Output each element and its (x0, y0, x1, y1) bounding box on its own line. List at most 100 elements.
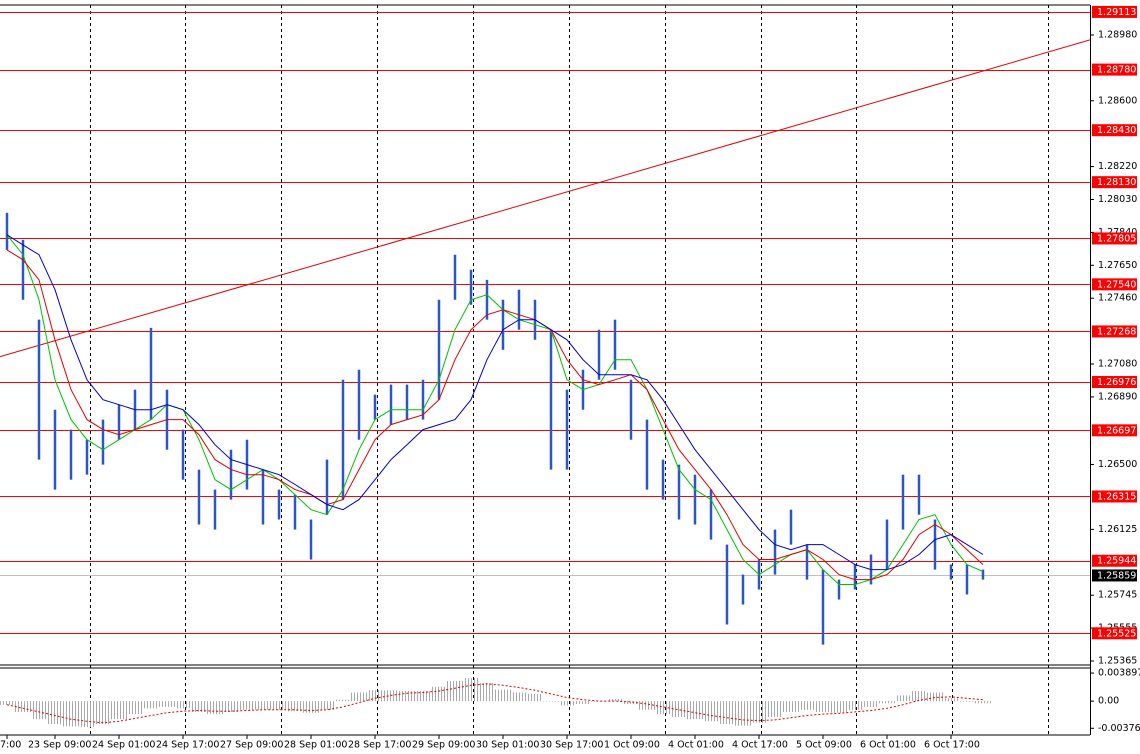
level-label-box (1092, 627, 1137, 640)
level-label: 1.26697 (1097, 425, 1136, 436)
oscillator-bar (47, 701, 63, 725)
level-label: 1.28430 (1097, 125, 1136, 136)
x-tick-label: 30 Sep 01:00 (476, 740, 539, 751)
oscillator-bar (15, 701, 31, 712)
oscillator-bar (79, 701, 95, 728)
oscillator-bar (863, 701, 879, 707)
oscillator-bar (399, 691, 415, 702)
oscillator-bar (687, 701, 703, 720)
oscillator-bar (31, 701, 47, 720)
oscillator-bar (783, 701, 799, 712)
oscillator-bar (159, 701, 175, 707)
x-tick-label: 1 Oct 09:00 (604, 740, 660, 751)
oscillator-bar (735, 701, 751, 726)
level-label-box (1092, 325, 1137, 338)
oscillator-tick-label: 0.00 (1098, 696, 1119, 707)
level-label: 1.27805 (1097, 233, 1136, 244)
oscillator-bar (271, 701, 287, 710)
y-tick-label: 1.28220 (1098, 161, 1137, 172)
oscillator-bar (815, 701, 831, 712)
oscillator-bar (623, 701, 639, 705)
oscillator-bar (591, 701, 607, 702)
y-tick-label: 1.28030 (1098, 194, 1137, 205)
oscillator-bar (63, 701, 79, 727)
y-tick-label: 1.26890 (1098, 391, 1137, 402)
level-label-box (1092, 176, 1137, 189)
oscillator-bar (543, 701, 559, 702)
oscillator-bar (831, 701, 847, 713)
y-tick-label: 1.27460 (1098, 293, 1137, 304)
x-tick-label: 4 Oct 17:00 (732, 740, 788, 751)
x-tick-label: 28 Sep 17:00 (348, 740, 411, 751)
oscillator-bar (847, 701, 863, 710)
y-tick-label: 1.26500 (1098, 459, 1137, 470)
oscillator-bar (575, 701, 591, 705)
level-label: 1.27540 (1097, 279, 1136, 290)
oscillator-bar (751, 701, 767, 723)
oscillator-bar (367, 690, 383, 702)
oscillator-bar (671, 701, 687, 717)
x-tick-label: 28 Sep 01:00 (284, 740, 347, 751)
oscillator-bar (0, 701, 15, 705)
trendline (0, 39, 1090, 358)
frame (0, 4, 1091, 736)
level-label-box (1092, 278, 1137, 291)
y-tick-label: 1.27650 (1098, 260, 1137, 271)
level-label-box (1092, 424, 1137, 437)
y-tick-label: 1.27080 (1098, 359, 1137, 370)
oscillator-bar (335, 699, 351, 702)
level-label: 1.29113 (1097, 7, 1136, 18)
level-label: 1.25525 (1097, 628, 1136, 639)
y-tick-label: 1.28980 (1098, 29, 1137, 40)
oscillator-bar (895, 695, 911, 702)
y-tick-label: 1.25365 (1098, 656, 1137, 667)
oscillator-bar (879, 701, 895, 704)
moving-average (6, 234, 984, 571)
oscillator-bar (527, 693, 543, 702)
x-tick-label: 24 Sep 01:00 (92, 740, 155, 751)
level-label: 1.28130 (1097, 177, 1136, 188)
oscillator-bar (511, 692, 527, 702)
x-tick-label: 6 Oct 17:00 (924, 740, 980, 751)
oscillator-bar (319, 701, 335, 710)
oscillator-bar (559, 701, 575, 706)
x-tick-label: 29 Sep 09:00 (412, 740, 475, 751)
oscillator-tick-label: -0.003767 (1098, 723, 1140, 734)
level-label-box (1092, 490, 1137, 503)
x-tick-label: 5 Oct 09:00 (796, 740, 852, 751)
y-tick-label: 1.27840 (1098, 227, 1137, 238)
oscillator-bar (255, 701, 271, 710)
level-label-box (1092, 5, 1137, 18)
oscillator-bar (111, 701, 127, 720)
moving-average (6, 249, 984, 581)
axes: 1.28980 1.28600 1.28220 1.28030 1.27840 1.276… (0, 5, 1140, 751)
x-tick-label: 30 Sep 17:00 (540, 740, 603, 751)
level-label-box (1092, 124, 1137, 137)
y-tick-label: 1.25745 (1098, 590, 1137, 601)
oscillator-bar (927, 692, 943, 702)
level-label: 1.26976 (1097, 377, 1136, 388)
oscillator-bar (975, 701, 991, 704)
oscillator-bar (447, 680, 463, 702)
oscillator-bar (415, 691, 431, 702)
level-label: 1.28780 (1097, 65, 1136, 76)
x-tick-label: 23 Sep 09:00 (28, 740, 91, 751)
level-label-box (1092, 376, 1137, 389)
level-label-box (1092, 63, 1137, 76)
vertical-grid (90, 5, 1049, 735)
oscillator-bar (143, 701, 159, 709)
oscillator-bar (943, 698, 959, 702)
oscillator-bar (479, 683, 495, 702)
oscillator-bar (639, 701, 655, 710)
x-tick-label: 27 Sep 09:00 (220, 740, 283, 751)
x-tick-label: 6 Oct 01:00 (860, 740, 916, 751)
oscillator-bar (127, 701, 143, 715)
oscillator-bar (799, 701, 815, 710)
level-label: 1.25944 (1097, 556, 1136, 567)
oscillator-bar (703, 701, 719, 722)
oscillator-bar (767, 701, 783, 717)
level-label: 1.27268 (1097, 326, 1136, 337)
x-tick-label: 7:00 (0, 740, 21, 751)
oscillator-tick-label: 0.003897 (1098, 668, 1140, 679)
level-label-box (1092, 554, 1137, 567)
